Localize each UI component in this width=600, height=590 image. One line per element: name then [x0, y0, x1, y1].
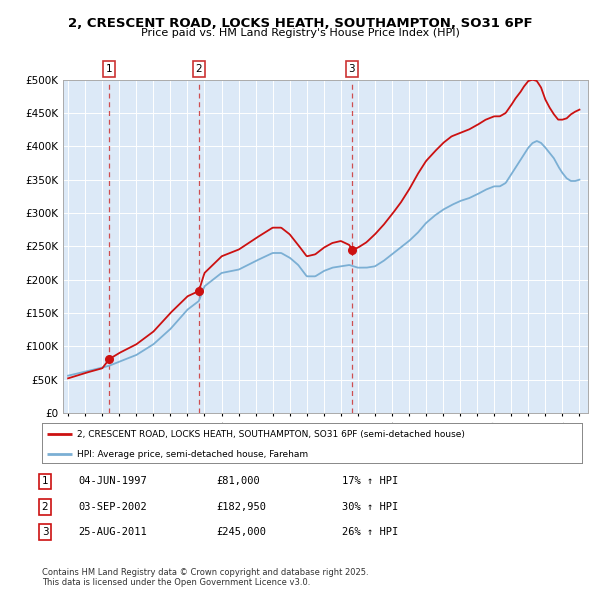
Text: 1: 1 — [41, 477, 49, 486]
Text: £182,950: £182,950 — [216, 502, 266, 512]
Text: 2: 2 — [41, 502, 49, 512]
Text: 25-AUG-2011: 25-AUG-2011 — [78, 527, 147, 537]
Text: Contains HM Land Registry data © Crown copyright and database right 2025.
This d: Contains HM Land Registry data © Crown c… — [42, 568, 368, 587]
Text: £245,000: £245,000 — [216, 527, 266, 537]
Text: HPI: Average price, semi-detached house, Fareham: HPI: Average price, semi-detached house,… — [77, 450, 308, 459]
Text: 3: 3 — [41, 527, 49, 537]
Text: 2, CRESCENT ROAD, LOCKS HEATH, SOUTHAMPTON, SO31 6PF (semi-detached house): 2, CRESCENT ROAD, LOCKS HEATH, SOUTHAMPT… — [77, 430, 465, 439]
Text: 30% ↑ HPI: 30% ↑ HPI — [342, 502, 398, 512]
Text: 26% ↑ HPI: 26% ↑ HPI — [342, 527, 398, 537]
Text: 2: 2 — [196, 64, 202, 74]
Text: £81,000: £81,000 — [216, 477, 260, 486]
Text: 3: 3 — [349, 64, 355, 74]
Text: 17% ↑ HPI: 17% ↑ HPI — [342, 477, 398, 486]
Text: 04-JUN-1997: 04-JUN-1997 — [78, 477, 147, 486]
Text: 03-SEP-2002: 03-SEP-2002 — [78, 502, 147, 512]
Text: 1: 1 — [106, 64, 113, 74]
Text: 2, CRESCENT ROAD, LOCKS HEATH, SOUTHAMPTON, SO31 6PF: 2, CRESCENT ROAD, LOCKS HEATH, SOUTHAMPT… — [68, 17, 532, 30]
Text: Price paid vs. HM Land Registry's House Price Index (HPI): Price paid vs. HM Land Registry's House … — [140, 28, 460, 38]
